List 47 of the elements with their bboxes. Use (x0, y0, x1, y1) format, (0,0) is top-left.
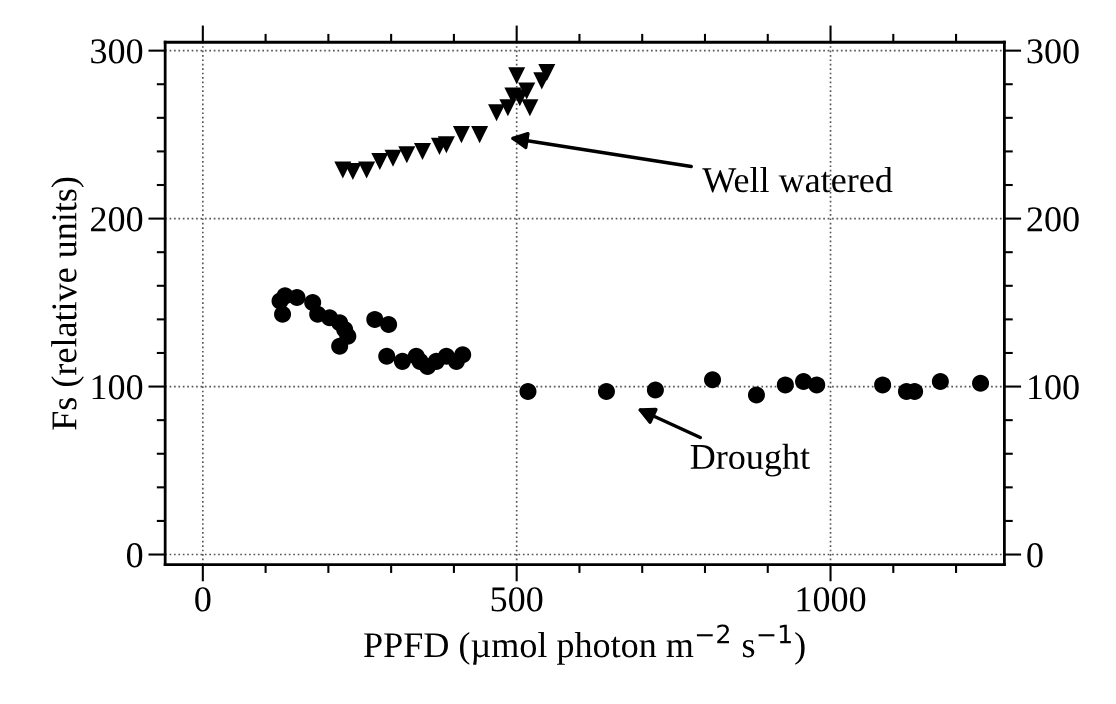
y-tick-label: 0 (126, 543, 143, 568)
x-axis-title: PPFD (µmol photon m$^{−2}$ s$^{−1}$) (364, 624, 805, 665)
point (874, 376, 892, 394)
point (407, 347, 425, 365)
point (393, 352, 411, 370)
point (747, 386, 765, 404)
point (646, 381, 664, 399)
point (518, 82, 536, 100)
point (380, 315, 398, 333)
point (331, 337, 349, 355)
point (398, 146, 416, 164)
point (288, 289, 306, 307)
point (704, 371, 722, 389)
point (452, 126, 470, 144)
point (358, 161, 376, 179)
x-tick-label: 500 (491, 587, 543, 612)
x-tick-label: 0 (195, 587, 211, 612)
point (271, 292, 289, 310)
point (437, 136, 455, 154)
y2-tick-label: 100 (1029, 375, 1079, 400)
point (521, 99, 539, 117)
point (378, 347, 396, 365)
y-axis-title: Fs (relative units) (51, 177, 84, 430)
point (931, 373, 949, 391)
point (488, 104, 506, 122)
y2-tick-label: 300 (1027, 39, 1079, 64)
point (776, 376, 794, 394)
point (508, 67, 526, 85)
point (538, 63, 556, 81)
annotation: Well watered (702, 166, 893, 193)
point (471, 126, 489, 144)
y-tick-label: 200 (91, 207, 143, 232)
point (808, 376, 826, 394)
x-tick-label: 1000 (797, 587, 866, 612)
y2-tick-label: 200 (1027, 207, 1079, 232)
point (366, 310, 384, 328)
point (972, 374, 990, 392)
y-tick-label: 100 (92, 375, 143, 400)
point (454, 346, 472, 364)
y2-tick-label: 0 (1027, 543, 1043, 568)
point (519, 383, 537, 401)
annotation: Drought (690, 443, 810, 477)
point (414, 142, 432, 160)
point (384, 149, 402, 167)
point (597, 383, 615, 401)
y-tick-label: 300 (91, 39, 143, 64)
point (371, 152, 389, 170)
